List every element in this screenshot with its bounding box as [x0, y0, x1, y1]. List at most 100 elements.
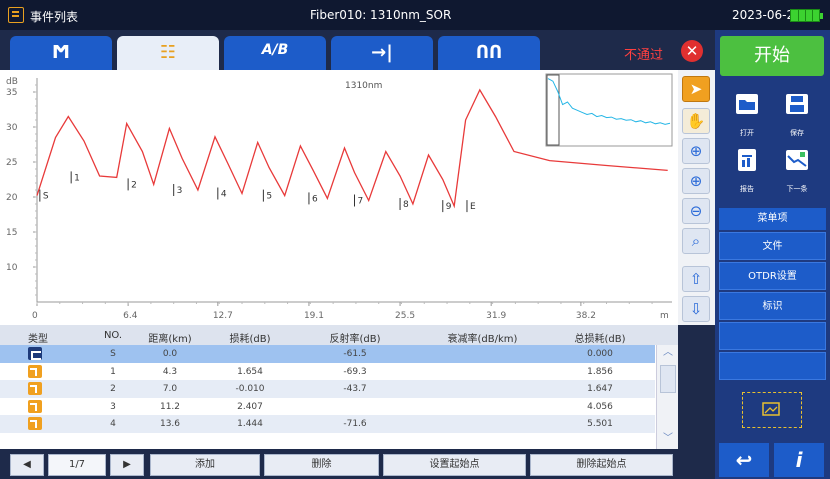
move-up-tool[interactable]: ⇧ [682, 266, 710, 292]
back-button[interactable]: ↩ [719, 443, 769, 477]
cell-total: 5.501 [587, 419, 613, 429]
cell-dist: 11.2 [159, 401, 181, 412]
scroll-thumb[interactable] [660, 365, 676, 393]
cell-refl: -61.5 [343, 349, 367, 359]
x-tick-label: 25.5 [395, 311, 415, 321]
report-label: 报告 [740, 185, 754, 193]
x-tick-label: 0 [32, 311, 38, 321]
zoom-in-v-icon: ⊕ [689, 172, 703, 190]
reflective-event-icon [28, 364, 42, 378]
cell-refl: -71.6 [343, 419, 367, 429]
start-event-icon [28, 347, 42, 360]
arrow-end-icon: →| [371, 42, 393, 63]
save-disk-icon[interactable] [784, 92, 810, 116]
prev-page-button[interactable]: ◀ [10, 454, 44, 476]
y-tick-label: 25 [6, 158, 17, 168]
info-button[interactable]: i [774, 443, 824, 477]
otdr-trace-chart[interactable]: dB 35 30 25 20 15 10 0 6.4 12.7 19.1 25.5 31.9 38.2 m 1… [0, 70, 678, 325]
table-row[interactable]: 2 7.0 -0.010 -43.7 1.647 [0, 380, 655, 398]
menu-item-identification[interactable]: 标识 [719, 292, 826, 320]
tab-fiber-link[interactable]: ՈՈ [438, 36, 540, 70]
next-label: 下一条 [786, 185, 808, 193]
event-label: 3 [177, 186, 183, 196]
event-table: 类型 NO. 距离(km) 损耗(dB) 反射率(dB) 衰减率(dB/km) … [0, 325, 678, 449]
table-scrollbar[interactable]: ︿ ﹀ [656, 345, 678, 449]
info-icon: i [795, 448, 803, 472]
x-tick-label: 12.7 [213, 311, 233, 321]
save-label: 保存 [790, 129, 804, 137]
event-label: 7 [358, 197, 364, 207]
reflective-event-icon [28, 399, 42, 413]
open-folder-icon[interactable] [734, 92, 760, 116]
y-tick-label: 35 [6, 88, 17, 98]
next-page-button[interactable]: ▶ [110, 454, 144, 476]
menu-item-empty-2[interactable] [719, 352, 826, 380]
zoom-reset-icon: ⌕ [691, 232, 701, 250]
delete-button[interactable]: 删除 [264, 454, 379, 476]
zoom-reset-tool[interactable]: ⌕ [682, 228, 710, 254]
cell-dist: 0.0 [162, 349, 178, 359]
add-button[interactable]: 添加 [150, 454, 260, 476]
y-tick-label: 10 [6, 263, 18, 273]
cell-total: 4.056 [587, 401, 613, 412]
start-button[interactable]: 开始 [720, 36, 824, 76]
battery-icon [790, 9, 823, 22]
col-no: NO. [103, 330, 123, 341]
pointer-icon: ➤ [689, 80, 703, 98]
cell-loss: 2.407 [237, 401, 263, 412]
tab-trace[interactable]: Ϻ [10, 36, 112, 70]
image-placeholder-icon[interactable] [742, 392, 802, 428]
menu-item-empty-1[interactable] [719, 322, 826, 350]
tab-bar: Ϻ ☷ A/B →| ՈՈ [0, 30, 715, 70]
zoom-in-h-icon: ⊕ [689, 142, 703, 160]
tab-event-list[interactable]: ☷ [117, 36, 219, 70]
top-bar: 事件列表 Fiber010: 1310nm_SOR 2023-06-23 [0, 0, 830, 30]
move-up-icon: ⇧ [689, 270, 703, 288]
col-attenuation: 衰减率(dB/km) [447, 334, 518, 345]
hand-icon: ✋ [686, 112, 706, 130]
next-trace-icon[interactable] [784, 148, 810, 172]
fiber-link-icon: ՈՈ [475, 42, 503, 63]
cell-no: 2 [110, 384, 116, 394]
scroll-down-icon[interactable]: ﹀ [663, 433, 673, 444]
table-row[interactable]: 4 13.6 1.444 -71.6 5.501 [0, 415, 655, 433]
menu-item-otdr-settings[interactable]: OTDR设置 [719, 262, 826, 290]
zoom-out-tool[interactable]: ⊖ [682, 198, 710, 224]
set-start-button[interactable]: 设置起始点 [383, 454, 526, 476]
y-tick-label: 30 [6, 123, 18, 133]
side-panel: 开始 打开 保存 报告 下一条 菜单项 文件 OTDR设置 标识 ↩ i [715, 30, 830, 479]
overview-inset [545, 73, 673, 147]
picture-icon [762, 402, 780, 416]
cell-loss: 1.444 [237, 419, 263, 429]
trace-line [36, 88, 668, 209]
pointer-tool[interactable]: ➤ [682, 76, 710, 102]
col-total-loss: 总损耗(dB) [574, 334, 626, 345]
cell-no: 4 [110, 419, 116, 429]
hand-tool[interactable]: ✋ [682, 108, 710, 134]
table-row[interactable]: 3 11.2 2.407 4.056 [0, 398, 655, 416]
x-tick-label: 19.1 [304, 311, 324, 321]
cell-no: 1 [110, 366, 116, 377]
chart-title: 1310nm [345, 81, 382, 91]
delete-start-button[interactable]: 删除起始点 [530, 454, 673, 476]
zoom-in-h-tool[interactable]: ⊕ [682, 138, 710, 164]
col-reflectance: 反射率(dB) [329, 334, 381, 345]
page-indicator: 1/7 [48, 454, 106, 476]
menu-item-file[interactable]: 文件 [719, 232, 826, 260]
trace-icon: Ϻ [52, 42, 70, 63]
fail-x-icon: ✕ [681, 40, 703, 62]
tab-arrow-end[interactable]: →| [331, 36, 433, 70]
x-tick-label: 31.9 [486, 311, 506, 321]
move-down-tool[interactable]: ⇩ [682, 296, 710, 322]
table-row[interactable]: S 0.0 -61.5 0.000 [0, 345, 655, 363]
report-icon[interactable] [734, 148, 760, 172]
cell-total: 1.856 [587, 366, 613, 377]
zoom-in-v-tool[interactable]: ⊕ [682, 168, 710, 194]
table-row[interactable]: 1 4.3 1.654 -69.3 1.856 [0, 363, 655, 381]
event-label: E [470, 202, 476, 212]
scroll-up-icon[interactable]: ︿ [663, 347, 673, 358]
x-axis-label: m [660, 311, 669, 321]
cell-dist: 7.0 [162, 384, 178, 394]
tab-ab-compare[interactable]: A/B [224, 36, 326, 70]
